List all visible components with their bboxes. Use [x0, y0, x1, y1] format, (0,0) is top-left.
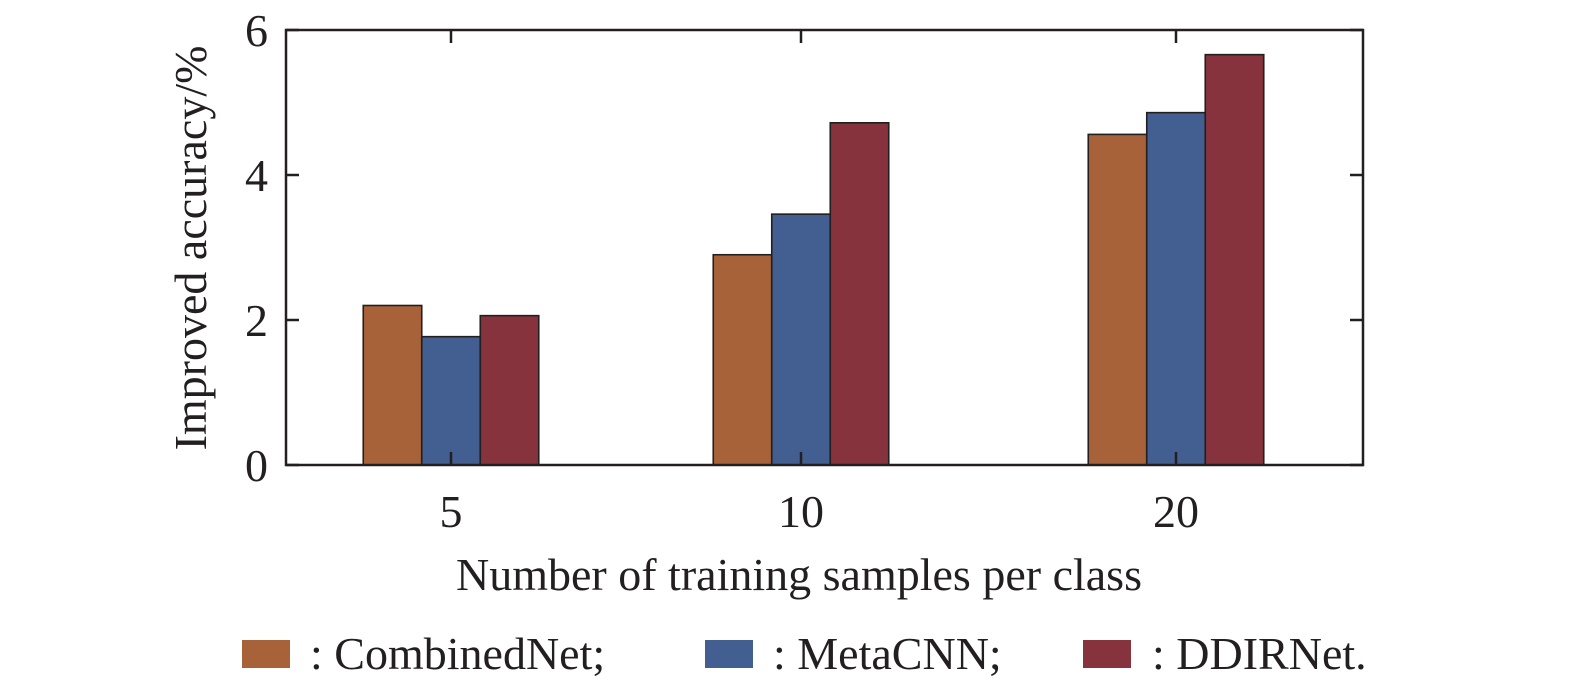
legend-swatch	[705, 640, 753, 668]
plot-frame	[284, 28, 1365, 467]
y-axis-label: Improved accuracy/%	[165, 46, 216, 451]
legend-label: : CombinedNet;	[310, 628, 605, 679]
bar	[1204, 53, 1265, 466]
legend-label: : DDIRNet.	[1152, 628, 1367, 679]
y-tick-label: 6	[245, 5, 268, 56]
y-tick-label: 2	[245, 295, 268, 346]
axis-ticks: 0 2 4 6 5 10 20	[245, 5, 1363, 537]
bar	[712, 253, 773, 466]
bar	[1145, 111, 1207, 466]
bar	[829, 122, 890, 466]
bar	[362, 304, 423, 466]
legend-label: : MetaCNN;	[773, 628, 1002, 679]
bar	[479, 314, 540, 466]
bars	[362, 53, 1265, 466]
y-tick-label: 0	[245, 440, 268, 491]
y-tick-label: 4	[245, 150, 268, 201]
x-tick-label: 10	[778, 486, 824, 537]
bar	[420, 335, 482, 466]
legend: : CombinedNet; : MetaCNN; : DDIRNet.	[242, 628, 1367, 679]
legend-swatch	[242, 640, 290, 668]
legend-swatch	[1083, 640, 1131, 668]
x-tick-label: 20	[1153, 486, 1199, 537]
x-tick-label: 5	[440, 486, 463, 537]
x-axis-label: Number of training samples per class	[456, 549, 1142, 600]
bar	[1087, 133, 1148, 466]
bar	[770, 213, 832, 466]
